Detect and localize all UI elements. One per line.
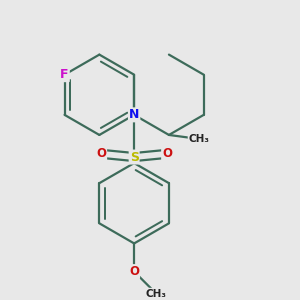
Text: S: S: [130, 151, 139, 164]
Text: CH₃: CH₃: [146, 289, 167, 298]
Text: F: F: [60, 68, 69, 81]
Text: O: O: [96, 147, 106, 160]
Text: O: O: [129, 265, 139, 278]
Text: O: O: [162, 147, 172, 160]
Text: N: N: [129, 108, 139, 122]
Text: CH₃: CH₃: [189, 134, 210, 144]
